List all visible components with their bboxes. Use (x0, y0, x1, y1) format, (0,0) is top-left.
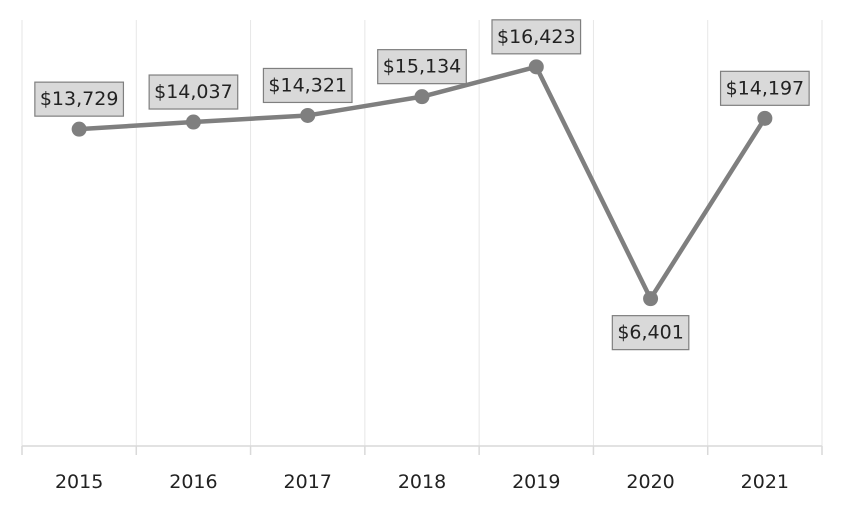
x-tick-label: 2015 (55, 471, 103, 493)
data-label-text: $14,197 (726, 77, 805, 99)
data-point (757, 110, 773, 126)
data-label-box (377, 49, 467, 85)
data-label: $14,037 (148, 74, 239, 110)
data-label-text: $15,134 (383, 56, 462, 78)
data-label-box (148, 74, 239, 110)
x-tick-label: 2017 (284, 471, 332, 493)
data-label-box (491, 19, 582, 55)
x-tick-label: 2020 (626, 471, 674, 493)
x-axis (21, 445, 823, 455)
data-point (643, 291, 659, 307)
x-tick-label: 2016 (169, 471, 217, 493)
data-label-text: $6,401 (617, 322, 683, 344)
x-tick-labels: 2015 2016 2017 2018 2019 2020 2021 (55, 471, 789, 493)
data-point (185, 114, 201, 130)
x-tick-label: 2021 (741, 471, 789, 493)
data-label-box (262, 67, 353, 104)
data-labels: $13,729 $14,037 $14,321 $15,134 $16,423 $6,40… (34, 19, 810, 351)
data-label-box (719, 70, 810, 106)
data-label: $14,197 (719, 70, 810, 106)
x-tick-label: 2018 (398, 471, 446, 493)
data-label-box (34, 81, 125, 117)
vertical-gridlines (21, 20, 823, 446)
data-point (71, 121, 87, 137)
data-point (300, 107, 316, 123)
data-label-text: $14,321 (268, 74, 347, 96)
data-label: $6,401 (611, 315, 690, 351)
data-label: $13,729 (34, 81, 125, 117)
data-label-text: $14,037 (154, 81, 233, 103)
data-label: $16,423 (491, 19, 582, 55)
data-points (71, 59, 773, 307)
data-label: $14,321 (262, 67, 353, 104)
data-point (414, 89, 430, 105)
x-tick-label: 2019 (512, 471, 560, 493)
data-label-text: $16,423 (497, 26, 576, 48)
data-label-text: $13,729 (40, 88, 119, 110)
data-point (528, 59, 544, 75)
data-label-box (611, 315, 690, 351)
data-label: $15,134 (377, 49, 467, 85)
